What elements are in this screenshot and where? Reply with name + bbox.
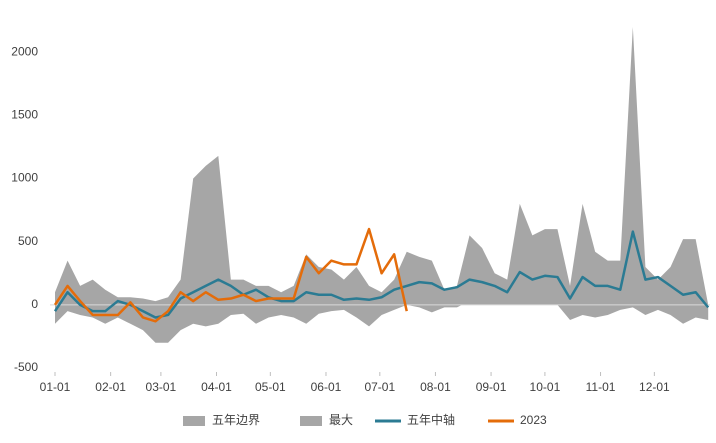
x-tick-label: 12-01 (639, 380, 670, 394)
y-tick-label: 500 (18, 234, 38, 248)
y-tick-label: 1000 (11, 171, 38, 185)
x-tick-label: 04-01 (201, 380, 232, 394)
x-tick-label: 03-01 (146, 380, 177, 394)
line (53, 227, 408, 323)
legend-label: 2023 (520, 413, 547, 427)
x-tick-label: 07-01 (364, 380, 395, 394)
x-tick-label: 02-01 (95, 380, 126, 394)
legend-swatch (183, 416, 205, 426)
area (55, 27, 709, 305)
x-tick-label: 01-01 (40, 380, 71, 394)
legend-swatch (300, 416, 322, 426)
legend-label: 五年中轴 (407, 412, 455, 427)
x-tick-label: 06-01 (311, 380, 342, 394)
x-tick-label: 05-01 (255, 380, 286, 394)
legend-label: 最大 (329, 413, 353, 427)
y-tick-label: 1500 (11, 108, 38, 122)
x-tick-label: 11-01 (586, 380, 616, 394)
x-tick-label: 09-01 (476, 380, 507, 394)
area (55, 301, 709, 343)
legend-label: 五年边界 (212, 413, 260, 427)
y-tick-label: -500 (14, 360, 38, 374)
y-tick-label: 0 (31, 297, 38, 311)
x-tick-label: 08-01 (420, 380, 451, 394)
x-tick-label: 10-01 (530, 380, 561, 394)
y-tick-label: 2000 (11, 44, 38, 58)
